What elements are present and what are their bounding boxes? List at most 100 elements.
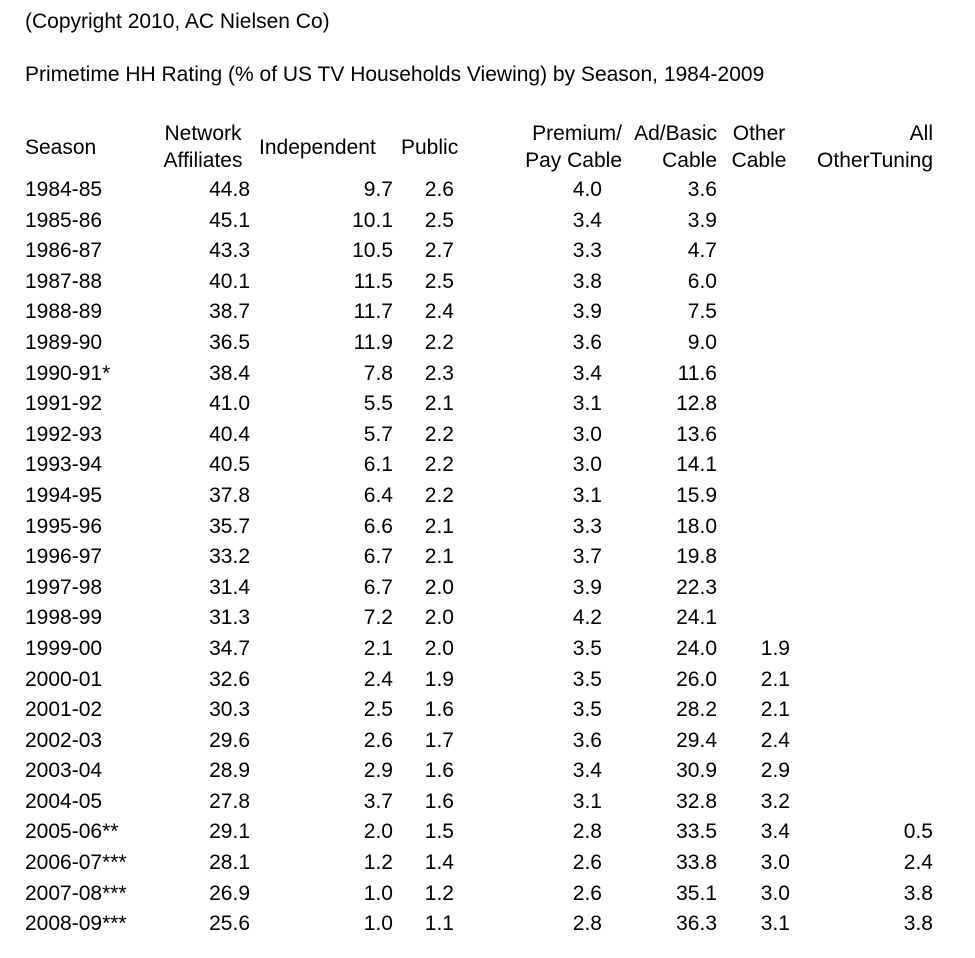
premium-pay-cable-cell: 3.5 <box>572 667 602 691</box>
header-public: Public <box>401 134 458 161</box>
ad-basic-cable-cell: 24.0 <box>676 636 717 660</box>
header-network-line2: Affiliates <box>163 149 243 172</box>
independent-cell: 5.7 <box>363 422 393 446</box>
premium-pay-cable-cell: 3.5 <box>572 636 602 660</box>
ad-basic-cable-cell: 26.0 <box>676 667 717 691</box>
ad-basic-cable-cell: 9.0 <box>687 330 717 354</box>
ad-basic-cable-cell: 30.9 <box>676 759 717 783</box>
premium-pay-cable-cell: 4.0 <box>572 178 602 201</box>
independent-cell: 11.9 <box>353 330 393 354</box>
ad-basic-cable-cell: 18.0 <box>676 514 717 538</box>
ad-basic-cable-cell: 33.5 <box>676 820 717 844</box>
table-row: 1991-92 41.0 5.5 2.1 3.1 12.8 <box>0 389 975 420</box>
ad-basic-cable-cell: 19.8 <box>676 545 717 569</box>
season-cell: 1984-85 <box>25 178 103 201</box>
season-cell: 1994-95 <box>25 483 103 507</box>
header-all-other-tuning: All OtherTuning <box>817 120 933 174</box>
ad-basic-cable-cell: 29.4 <box>676 728 717 752</box>
independent-cell: 6.1 <box>363 453 393 477</box>
public-cell: 2.5 <box>424 208 454 232</box>
table-row: 1993-94 40.5 6.1 2.2 3.0 14.1 <box>0 450 975 481</box>
network-affiliates-cell: 26.9 <box>209 881 250 905</box>
network-affiliates-cell: 35.7 <box>209 514 250 538</box>
premium-pay-cable-cell: 3.5 <box>572 698 602 722</box>
premium-pay-cable-cell: 3.3 <box>572 239 602 263</box>
copyright-notice: (Copyright 2010, AC Nielsen Co) <box>25 10 330 33</box>
premium-pay-cable-cell: 4.2 <box>572 606 602 630</box>
public-cell: 1.2 <box>424 881 454 905</box>
public-cell: 2.2 <box>424 483 454 507</box>
network-affiliates-cell: 28.1 <box>209 851 250 875</box>
table-row: 1988-89 38.7 11.7 2.4 3.9 7.5 <box>0 297 975 328</box>
other-cable-cell: 2.4 <box>760 728 790 752</box>
table-row: 1997-98 31.4 6.7 2.0 3.9 22.3 <box>0 573 975 604</box>
header-all-line1: All <box>909 122 933 145</box>
ad-basic-cable-cell: 32.8 <box>676 789 717 813</box>
independent-cell: 9.7 <box>363 178 393 201</box>
public-cell: 2.1 <box>424 545 454 569</box>
independent-cell: 1.2 <box>363 851 393 875</box>
network-affiliates-cell: 31.3 <box>209 606 250 630</box>
ad-basic-cable-cell: 24.1 <box>676 606 717 630</box>
season-cell: 1996-97 <box>25 545 103 569</box>
header-premium-pay-cable: Premium/ Pay Cable <box>525 120 622 174</box>
independent-cell: 6.6 <box>363 514 393 538</box>
independent-cell: 2.4 <box>363 667 393 691</box>
premium-pay-cable-cell: 2.8 <box>572 912 602 936</box>
ad-basic-cable-cell: 33.8 <box>676 851 717 875</box>
public-cell: 1.9 <box>424 667 454 691</box>
premium-pay-cable-cell: 3.9 <box>572 575 602 599</box>
premium-pay-cable-cell: 3.6 <box>572 330 602 354</box>
public-cell: 2.2 <box>424 422 454 446</box>
network-affiliates-cell: 27.8 <box>209 789 250 813</box>
public-cell: 2.3 <box>424 361 454 385</box>
table-title: Primetime HH Rating (% of US TV Househol… <box>25 63 765 86</box>
network-affiliates-cell: 40.5 <box>209 453 250 477</box>
season-cell: 2001-02 <box>25 698 103 722</box>
independent-cell: 2.9 <box>363 759 393 783</box>
premium-pay-cable-cell: 3.7 <box>572 545 602 569</box>
header-network-line1: Network <box>164 122 242 145</box>
public-cell: 2.6 <box>424 178 454 201</box>
independent-cell: 11.5 <box>353 269 393 293</box>
season-cell: 2002-03 <box>25 728 103 752</box>
header-premium-line1: Premium/ <box>532 122 622 145</box>
other-cable-cell: 3.0 <box>760 881 790 905</box>
season-cell: 2007-08*** <box>25 881 127 905</box>
independent-cell: 1.0 <box>363 912 393 936</box>
premium-pay-cable-cell: 2.6 <box>572 851 602 875</box>
all-other-tuning-cell: 0.5 <box>903 820 933 844</box>
network-affiliates-cell: 38.7 <box>209 300 250 324</box>
header-adbasic-line2: Cable <box>662 149 717 172</box>
season-cell: 1997-98 <box>25 575 103 599</box>
premium-pay-cable-cell: 3.4 <box>572 759 602 783</box>
table-row: 1992-93 40.4 5.7 2.2 3.0 13.6 <box>0 420 975 451</box>
public-cell: 1.5 <box>424 820 454 844</box>
other-cable-cell: 1.9 <box>760 636 790 660</box>
header-all-line2: OtherTuning <box>817 149 933 172</box>
independent-cell: 3.7 <box>363 789 393 813</box>
premium-pay-cable-cell: 3.4 <box>572 361 602 385</box>
table-row: 1987-88 40.1 11.5 2.5 3.8 6.0 <box>0 267 975 298</box>
table-row: 2003-04 28.9 2.9 1.6 3.4 30.9 2.9 <box>0 756 975 787</box>
table-row: 1985-86 45.1 10.1 2.5 3.4 3.9 <box>0 206 975 237</box>
season-cell: 1993-94 <box>25 453 103 477</box>
header-adbasic-line1: Ad/Basic <box>634 122 717 145</box>
premium-pay-cable-cell: 3.6 <box>572 728 602 752</box>
premium-pay-cable-cell: 2.8 <box>572 820 602 844</box>
ad-basic-cable-cell: 3.6 <box>687 178 717 201</box>
other-cable-cell: 2.1 <box>760 667 790 691</box>
table-row: 1989-90 36.5 11.9 2.2 3.6 9.0 <box>0 328 975 359</box>
season-cell: 1992-93 <box>25 422 103 446</box>
public-cell: 1.6 <box>424 698 454 722</box>
other-cable-cell: 3.4 <box>760 820 790 844</box>
independent-cell: 7.2 <box>363 606 393 630</box>
header-network-affiliates: Network Affiliates <box>157 120 249 174</box>
network-affiliates-cell: 41.0 <box>209 392 250 416</box>
table-row: 1995-96 35.7 6.6 2.1 3.3 18.0 <box>0 512 975 543</box>
network-affiliates-cell: 29.6 <box>209 728 250 752</box>
independent-cell: 1.0 <box>363 881 393 905</box>
all-other-tuning-cell: 2.4 <box>903 851 933 875</box>
season-cell: 2000-01 <box>25 667 103 691</box>
header-other-line2: Cable <box>731 149 787 172</box>
